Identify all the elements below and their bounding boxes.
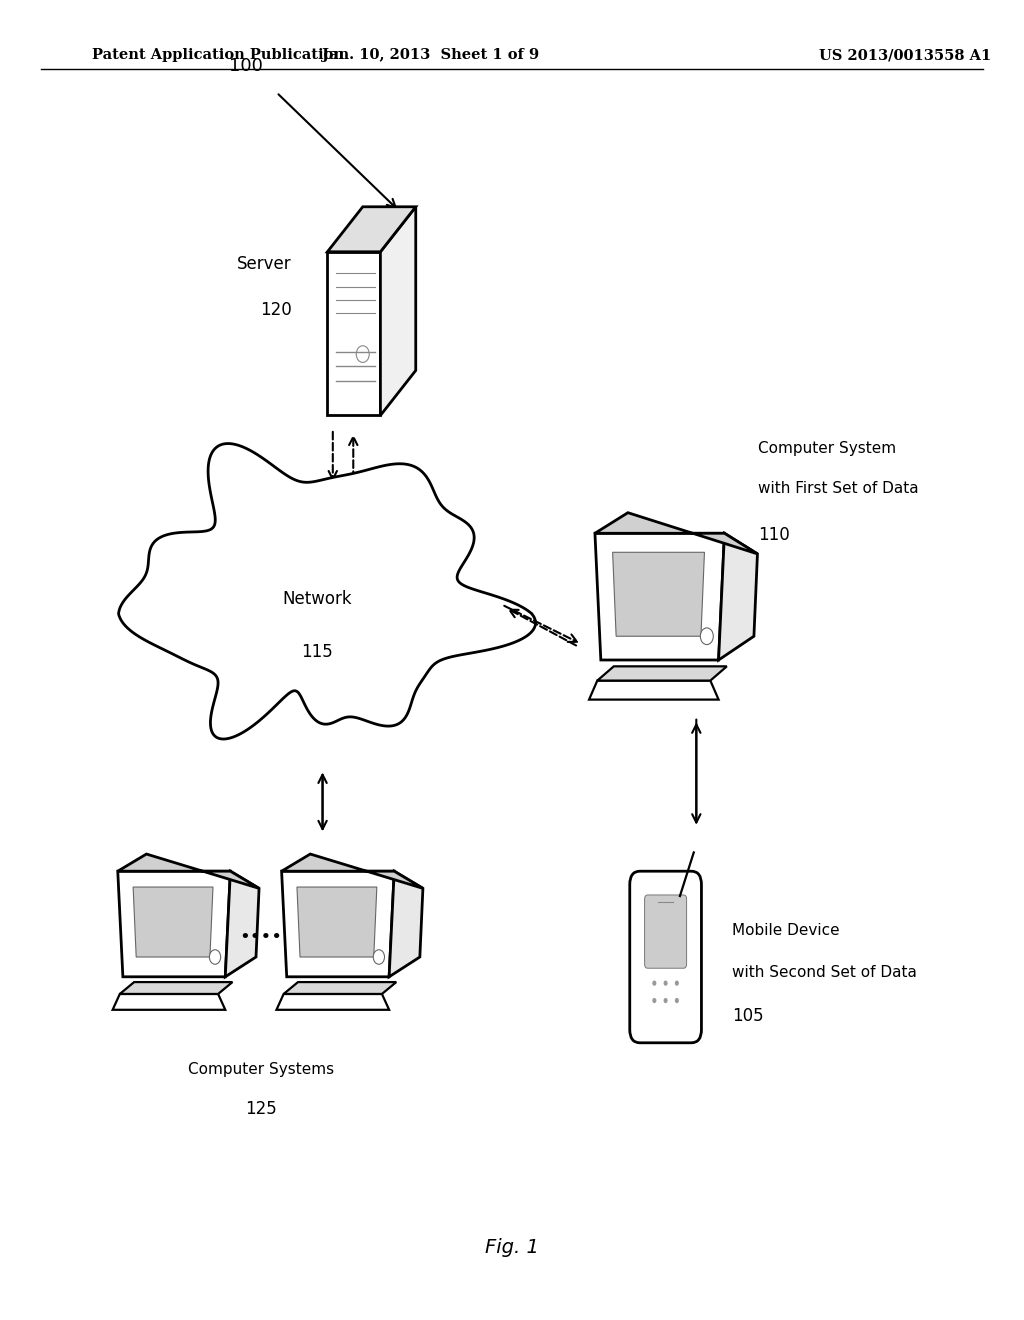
Text: Server: Server	[238, 255, 292, 273]
Circle shape	[652, 998, 656, 1003]
Polygon shape	[381, 207, 416, 416]
Text: 110: 110	[758, 525, 790, 544]
Polygon shape	[120, 982, 232, 994]
Polygon shape	[597, 667, 727, 681]
Text: with First Set of Data: with First Set of Data	[758, 480, 919, 496]
Text: Patent Application Publication: Patent Application Publication	[92, 49, 344, 62]
Text: US 2013/0013558 A1: US 2013/0013558 A1	[819, 49, 991, 62]
Text: with Second Set of Data: with Second Set of Data	[732, 965, 918, 981]
Polygon shape	[595, 533, 725, 660]
Circle shape	[373, 950, 385, 964]
Text: 125: 125	[245, 1100, 278, 1118]
Circle shape	[209, 950, 221, 964]
Circle shape	[356, 346, 370, 363]
Polygon shape	[282, 871, 394, 977]
Polygon shape	[113, 994, 225, 1010]
Circle shape	[675, 981, 679, 986]
Polygon shape	[612, 552, 705, 636]
Text: Jan. 10, 2013  Sheet 1 of 9: Jan. 10, 2013 Sheet 1 of 9	[322, 49, 539, 62]
Polygon shape	[276, 994, 389, 1010]
Polygon shape	[328, 252, 381, 416]
Polygon shape	[225, 871, 259, 977]
Text: Mobile Device: Mobile Device	[732, 923, 840, 939]
Circle shape	[700, 628, 714, 644]
Polygon shape	[133, 887, 213, 957]
Text: 120: 120	[260, 301, 292, 319]
Text: Computer Systems: Computer Systems	[188, 1061, 334, 1077]
Polygon shape	[118, 854, 259, 888]
Polygon shape	[119, 444, 536, 739]
Polygon shape	[589, 681, 719, 700]
Circle shape	[675, 998, 679, 1003]
Polygon shape	[328, 207, 416, 252]
Polygon shape	[719, 533, 758, 660]
Circle shape	[652, 981, 656, 986]
Circle shape	[664, 998, 668, 1003]
Text: ••••: ••••	[240, 928, 283, 946]
Text: Computer System: Computer System	[758, 441, 896, 457]
Polygon shape	[389, 871, 423, 977]
Text: 105: 105	[732, 1007, 764, 1026]
FancyBboxPatch shape	[630, 871, 701, 1043]
Text: 100: 100	[228, 57, 263, 75]
Polygon shape	[282, 854, 423, 888]
Circle shape	[664, 981, 668, 986]
Polygon shape	[284, 982, 396, 994]
Text: 115: 115	[301, 643, 334, 661]
Polygon shape	[118, 871, 230, 977]
Text: Fig. 1: Fig. 1	[485, 1238, 539, 1257]
FancyBboxPatch shape	[645, 895, 686, 969]
Polygon shape	[297, 887, 377, 957]
Text: Network: Network	[283, 590, 352, 607]
Polygon shape	[595, 512, 758, 554]
